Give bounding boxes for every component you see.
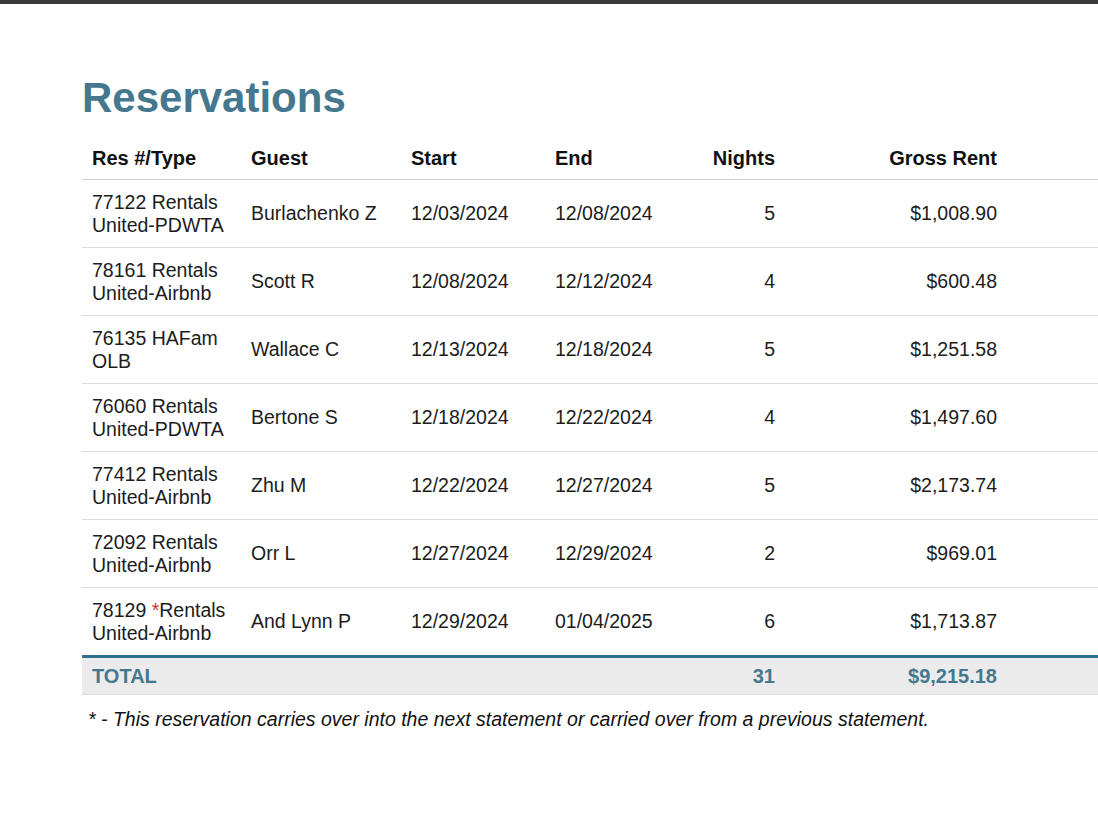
col-header-nights: Nights xyxy=(675,128,775,180)
carryover-footnote: * - This reservation carries over into t… xyxy=(88,708,1098,731)
gross-rent-cell: $1,713.87 xyxy=(775,588,997,657)
res-type-cell: 76135 HAFam OLB xyxy=(82,316,251,384)
reservation-row: 76060 Rentals United-PDWTA Bertone S 12/… xyxy=(82,384,1098,452)
nights-cell: 5 xyxy=(675,316,775,384)
col-header-end: End xyxy=(555,128,675,180)
start-date-cell: 12/13/2024 xyxy=(411,316,555,384)
reservations-tbody: 77122 Rentals United-PDWTA Burlachenko Z… xyxy=(82,180,1098,657)
res-number: 72092 xyxy=(92,531,146,553)
res-number: 76060 xyxy=(92,395,146,417)
res-type-cell: 78129 *Rentals United-Airbnb xyxy=(82,588,251,657)
reservation-row: 76135 HAFam OLB Wallace C 12/13/2024 12/… xyxy=(82,316,1098,384)
col-header-res-type: Res #/Type xyxy=(82,128,251,180)
start-date-cell: 12/18/2024 xyxy=(411,384,555,452)
nights-cell: 6 xyxy=(675,588,775,657)
end-date-cell: 12/08/2024 xyxy=(555,180,675,248)
reservation-row: 77122 Rentals United-PDWTA Burlachenko Z… xyxy=(82,180,1098,248)
res-type-cell: 72092 Rentals United-Airbnb xyxy=(82,520,251,588)
reservation-row: 72092 Rentals United-Airbnb Orr L 12/27/… xyxy=(82,520,1098,588)
statement-page: Reservations Res #/Type Guest Start End … xyxy=(82,74,1098,731)
col-header-gross-rent: Gross Rent xyxy=(775,128,997,180)
guest-cell: Zhu M xyxy=(251,452,411,520)
end-date-cell: 01/04/2025 xyxy=(555,588,675,657)
res-type-cell: 77122 Rentals United-PDWTA xyxy=(82,180,251,248)
col-header-spacer xyxy=(997,128,1098,180)
res-number: 78161 xyxy=(92,259,146,281)
guest-cell: Orr L xyxy=(251,520,411,588)
col-header-start: Start xyxy=(411,128,555,180)
gross-rent-cell: $1,497.60 xyxy=(775,384,997,452)
guest-cell: Scott R xyxy=(251,248,411,316)
nights-cell: 5 xyxy=(675,180,775,248)
page-title: Reservations xyxy=(82,74,1098,122)
reservations-table: Res #/Type Guest Start End Nights Gross … xyxy=(82,128,1098,695)
gross-rent-cell: $2,173.74 xyxy=(775,452,997,520)
header-row: Res #/Type Guest Start End Nights Gross … xyxy=(82,128,1098,180)
guest-cell: Wallace C xyxy=(251,316,411,384)
res-type-cell: 77412 Rentals United-Airbnb xyxy=(82,452,251,520)
gross-rent-cell: $969.01 xyxy=(775,520,997,588)
start-date-cell: 12/29/2024 xyxy=(411,588,555,657)
reservation-row: 78161 Rentals United-Airbnb Scott R 12/0… xyxy=(82,248,1098,316)
res-number: 77412 xyxy=(92,463,146,485)
res-type-cell: 78161 Rentals United-Airbnb xyxy=(82,248,251,316)
start-date-cell: 12/22/2024 xyxy=(411,452,555,520)
res-number: 77122 xyxy=(92,191,146,213)
end-date-cell: 12/27/2024 xyxy=(555,452,675,520)
col-header-guest: Guest xyxy=(251,128,411,180)
gross-rent-cell: $1,008.90 xyxy=(775,180,997,248)
total-row: TOTAL 31 $9,215.18 xyxy=(82,657,1098,695)
start-date-cell: 12/27/2024 xyxy=(411,520,555,588)
nights-cell: 4 xyxy=(675,384,775,452)
nights-cell: 2 xyxy=(675,520,775,588)
start-date-cell: 12/03/2024 xyxy=(411,180,555,248)
reservation-row: 78129 *Rentals United-Airbnb And Lynn P … xyxy=(82,588,1098,657)
reservation-row: 77412 Rentals United-Airbnb Zhu M 12/22/… xyxy=(82,452,1098,520)
guest-cell: Bertone S xyxy=(251,384,411,452)
guest-cell: Burlachenko Z xyxy=(251,180,411,248)
nights-cell: 5 xyxy=(675,452,775,520)
end-date-cell: 12/18/2024 xyxy=(555,316,675,384)
end-date-cell: 12/29/2024 xyxy=(555,520,675,588)
res-number: 76135 xyxy=(92,327,146,349)
nights-cell: 4 xyxy=(675,248,775,316)
guest-cell: And Lynn P xyxy=(251,588,411,657)
window-top-bar xyxy=(0,0,1098,4)
end-date-cell: 12/22/2024 xyxy=(555,384,675,452)
gross-rent-cell: $600.48 xyxy=(775,248,997,316)
res-type-cell: 76060 Rentals United-PDWTA xyxy=(82,384,251,452)
total-nights: 31 xyxy=(675,657,775,695)
total-label: TOTAL xyxy=(82,657,251,695)
end-date-cell: 12/12/2024 xyxy=(555,248,675,316)
res-number: 78129 xyxy=(92,599,146,621)
start-date-cell: 12/08/2024 xyxy=(411,248,555,316)
total-gross-rent: $9,215.18 xyxy=(775,657,997,695)
gross-rent-cell: $1,251.58 xyxy=(775,316,997,384)
